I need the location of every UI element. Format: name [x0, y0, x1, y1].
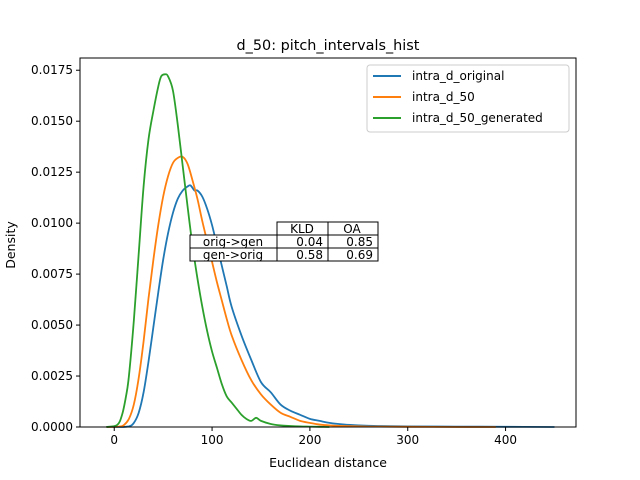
y-tick-label: 0.0050: [31, 318, 73, 332]
x-tick-label: 300: [396, 433, 419, 447]
chart-title: d_50: pitch_intervals_hist: [237, 38, 420, 54]
legend-label: intra_d_50_generated: [412, 111, 543, 125]
series-line-intra-d-50-generated: [106, 73, 330, 428]
table-header-oa: OA: [343, 222, 361, 236]
x-tick-label: 200: [298, 433, 321, 447]
y-tick-label: 0.0025: [31, 369, 73, 383]
table-cell-value: 0.69: [346, 248, 373, 262]
table-row-label: orig->gen: [203, 235, 263, 249]
table-header-kld: KLD: [290, 222, 314, 236]
x-tick-label: 100: [201, 433, 224, 447]
y-tick-label: 0.0100: [31, 216, 73, 230]
legend-label: intra_d_50: [412, 90, 475, 104]
legend-label: intra_d_original: [412, 69, 504, 83]
table-cell-value: 0.58: [296, 248, 323, 262]
legend-box: [366, 64, 570, 133]
y-tick-label: 0.0125: [31, 165, 73, 179]
y-tick-label: 0.0150: [31, 114, 73, 128]
x-tick-label: 400: [494, 433, 517, 447]
y-tick-label: 0.0000: [31, 420, 73, 434]
table-cell-value: 0.04: [296, 235, 323, 249]
x-ticks: 0 100 200 300 400: [110, 427, 517, 447]
y-tick-label: 0.0075: [31, 267, 73, 281]
legend: intra_d_original intra_d_50 intra_d_50_g…: [366, 64, 570, 133]
table-cell: [327, 247, 379, 262]
table-cell-value: 0.85: [346, 235, 373, 249]
x-tick-label: 0: [110, 433, 118, 447]
table-row-label: gen->orig: [203, 248, 263, 262]
stats-table: KLD OA orig->gen 0.04 0.85 gen->orig 0.5…: [189, 221, 379, 262]
y-axis-label: Density: [3, 221, 18, 269]
y-ticks: 0.0000 0.0025 0.0050 0.0075 0.0100 0.0125 0.01…: [31, 63, 80, 434]
x-axis-label: Euclidean distance: [269, 455, 387, 470]
y-tick-label: 0.0175: [31, 63, 73, 77]
plot-frame: [79, 57, 577, 428]
